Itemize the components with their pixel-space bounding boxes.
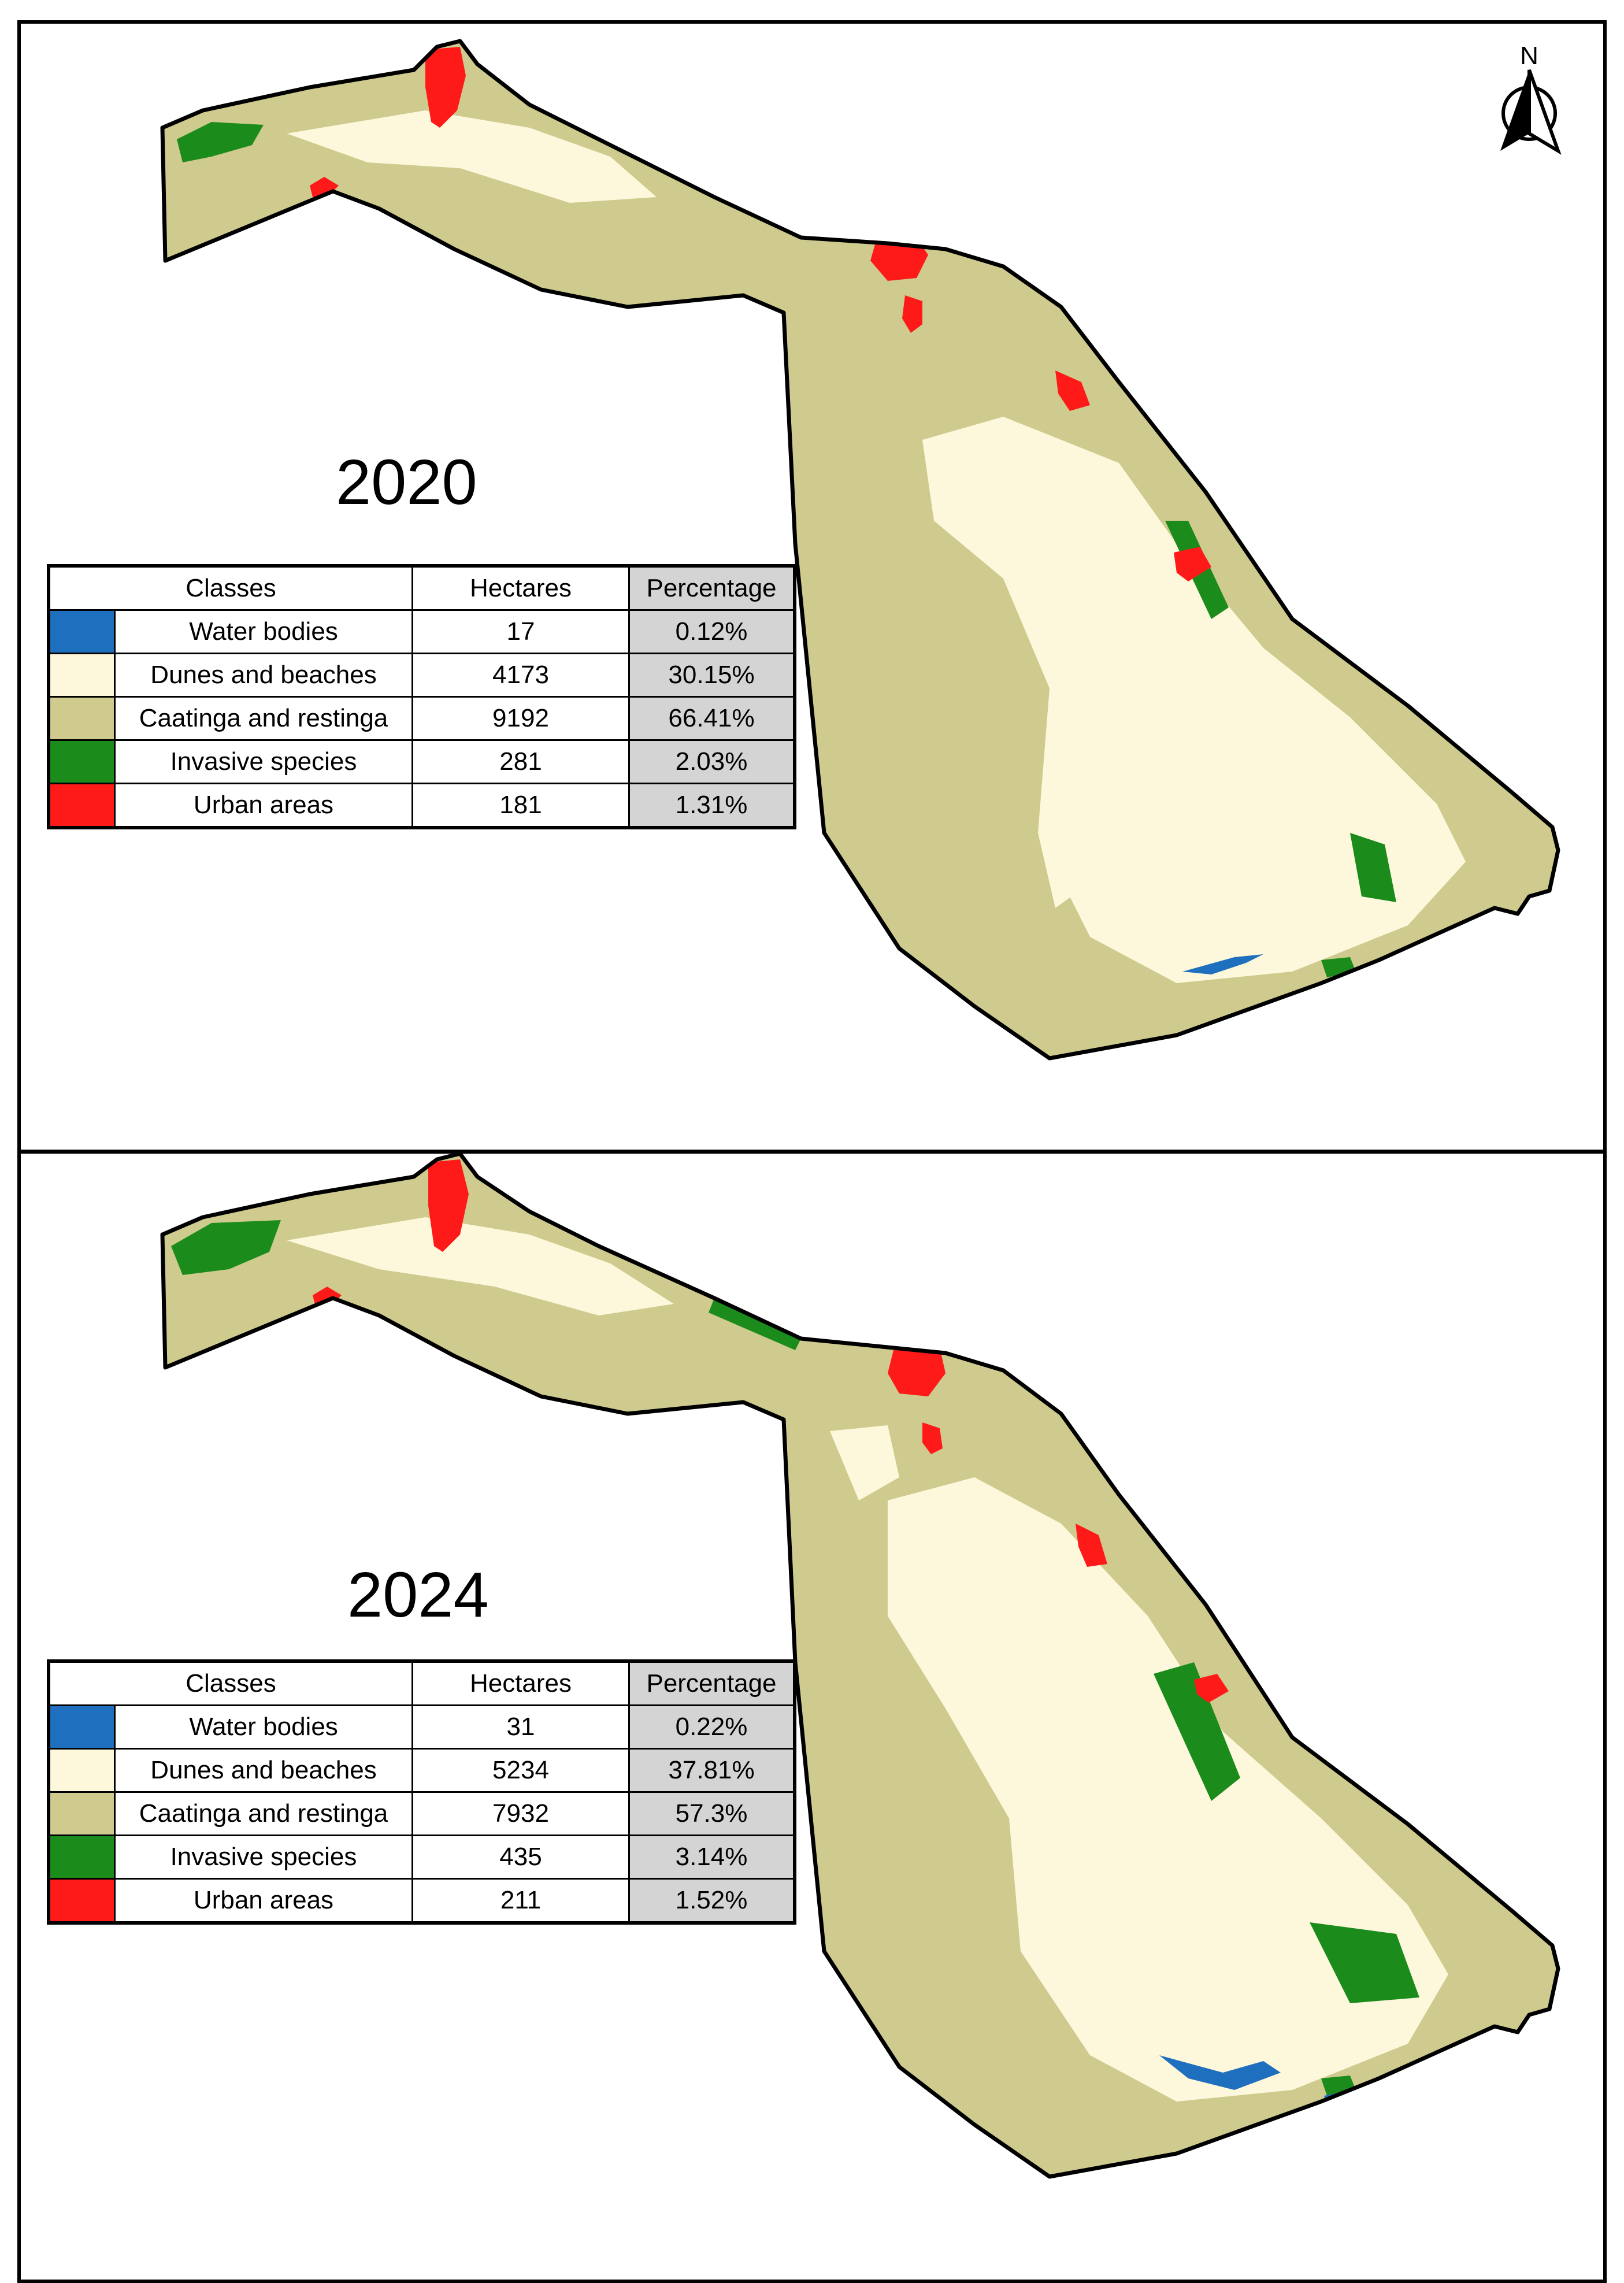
urban-area <box>888 1347 946 1396</box>
hectares-cell: 181 <box>411 783 630 829</box>
table-row: Caatinga and restinga 9192 66.41% <box>47 696 796 741</box>
percentage-cell: 37.81% <box>628 1748 796 1793</box>
header-classes: Classes <box>47 565 413 611</box>
header-hectares: Hectares <box>411 1660 630 1706</box>
north-label: N <box>1520 42 1538 70</box>
class-color-swatch <box>47 1791 116 1836</box>
north-arrow-left-icon <box>1500 70 1529 151</box>
percentage-cell: 1.52% <box>628 1878 796 1924</box>
class-color-swatch <box>47 739 116 784</box>
percentage-cell: 0.22% <box>628 1704 796 1750</box>
table-row: Dunes and beaches 5234 37.81% <box>47 1748 796 1793</box>
class-name-cell: Dunes and beaches <box>114 1748 413 1793</box>
dunes-area <box>830 1425 899 1500</box>
hectares-cell: 7932 <box>411 1791 630 1836</box>
urban-area <box>1055 370 1090 411</box>
map-year-title: 2024 <box>347 1559 489 1630</box>
class-name-cell: Invasive species <box>114 739 413 784</box>
class-color-swatch <box>47 1704 116 1750</box>
table-row: Caatinga and restinga 7932 57.3% <box>47 1791 796 1836</box>
class-name-cell: Urban areas <box>114 783 413 829</box>
hectares-cell: 31 <box>411 1704 630 1750</box>
percentage-cell: 30.15% <box>628 653 796 698</box>
header-hectares: Hectares <box>411 565 630 611</box>
class-color-swatch <box>47 783 116 829</box>
north-arrow: N <box>1489 41 1570 160</box>
table-row: Invasive species 281 2.03% <box>47 739 796 784</box>
percentage-cell: 0.12% <box>628 609 796 654</box>
class-color-swatch <box>47 609 116 654</box>
water-body <box>1182 954 1263 974</box>
class-name-cell: Urban areas <box>114 1878 413 1924</box>
table-header-row: Classes Hectares Percentage <box>47 565 796 611</box>
urban-area <box>428 1159 469 1252</box>
invasive-species-area <box>171 1220 281 1275</box>
water-body <box>1159 2055 1281 2090</box>
study-area-boundary <box>160 39 1560 1061</box>
percentage-cell: 57.3% <box>628 1791 796 1836</box>
hectares-cell: 435 <box>411 1834 630 1880</box>
header-classes: Classes <box>47 1660 413 1706</box>
header-percentage: Percentage <box>628 565 796 611</box>
urban-area <box>1174 547 1211 581</box>
dunes-area <box>888 1477 1448 2102</box>
hectares-cell: 17 <box>411 609 630 654</box>
hectares-cell: 5234 <box>411 1748 630 1793</box>
percentage-cell: 3.14% <box>628 1834 796 1880</box>
invasive-species-area <box>709 1298 801 1350</box>
dunes-area <box>1038 746 1107 908</box>
class-color-swatch <box>47 696 116 741</box>
dunes-area <box>287 110 657 203</box>
percentage-cell: 66.41% <box>628 696 796 741</box>
class-name-cell: Water bodies <box>114 1704 413 1750</box>
north-arrow-right-icon <box>1527 69 1562 155</box>
percentage-cell: 2.03% <box>628 739 796 784</box>
percentage-cell: 1.31% <box>628 783 796 829</box>
urban-area <box>1076 1524 1107 1567</box>
table-row: Dunes and beaches 4173 30.15% <box>47 653 796 698</box>
hectares-cell: 9192 <box>411 696 630 741</box>
urban-area <box>870 238 928 281</box>
land-cover-map-2020 <box>160 39 1560 1061</box>
class-color-swatch <box>47 1834 116 1880</box>
map-year-title: 2020 <box>336 447 477 518</box>
study-area-boundary <box>160 1154 1560 2179</box>
class-name-cell: Caatinga and restinga <box>114 1791 413 1836</box>
hectares-cell: 281 <box>411 739 630 784</box>
table-row: Water bodies 31 0.22% <box>47 1704 796 1750</box>
hectares-cell: 4173 <box>411 653 630 698</box>
class-name-cell: Dunes and beaches <box>114 653 413 698</box>
class-name-cell: Invasive species <box>114 1834 413 1880</box>
class-color-swatch <box>47 1878 116 1924</box>
land-cover-table-2024: Classes Hectares Percentage Water bodies… <box>47 1659 796 1925</box>
table-row: Invasive species 435 3.14% <box>47 1834 796 1880</box>
table-row: Urban areas 211 1.52% <box>47 1878 796 1924</box>
class-color-swatch <box>47 653 116 698</box>
invasive-species-area <box>1310 1922 1419 2003</box>
table-row: Water bodies 17 0.12% <box>47 609 796 654</box>
invasive-species-area <box>1350 833 1396 902</box>
map-panel-2020: N 2020 Classes Hectares Percentage Water… <box>17 20 1607 1153</box>
table-header-row: Classes Hectares Percentage <box>47 1660 796 1706</box>
class-color-swatch <box>47 1748 116 1793</box>
urban-area <box>425 47 466 128</box>
urban-area <box>1194 1674 1229 1703</box>
class-name-cell: Caatinga and restinga <box>114 696 413 741</box>
urban-area <box>922 1422 943 1454</box>
invasive-species-area <box>177 122 264 162</box>
invasive-species-area <box>1154 1662 1240 1801</box>
map-panel-2024: 2024 Classes Hectares Percentage Water b… <box>17 1150 1607 2283</box>
header-percentage: Percentage <box>628 1660 796 1706</box>
dunes-area <box>287 1217 674 1315</box>
urban-area <box>902 295 922 333</box>
land-cover-table-2020: Classes Hectares Percentage Water bodies… <box>47 564 796 829</box>
hectares-cell: 211 <box>411 1878 630 1924</box>
table-row: Urban areas 181 1.31% <box>47 783 796 829</box>
class-name-cell: Water bodies <box>114 609 413 654</box>
